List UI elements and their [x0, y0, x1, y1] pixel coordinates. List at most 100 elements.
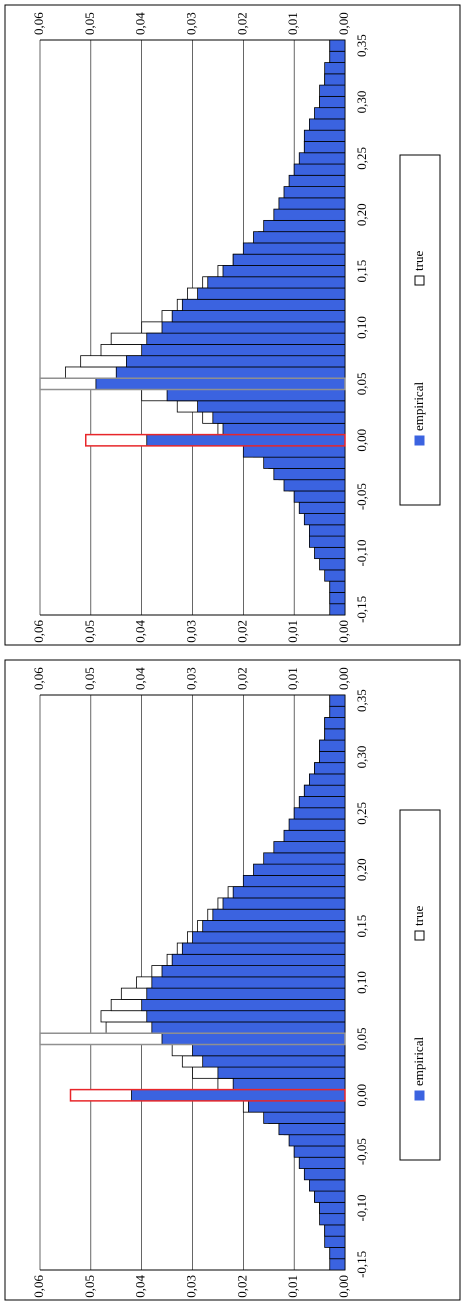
bar	[161, 965, 346, 978]
bar	[329, 592, 346, 605]
x-tick-label: 0,30	[354, 746, 369, 769]
y2-tick-label: 0,01	[285, 667, 300, 690]
bar	[298, 796, 346, 809]
bar	[232, 1077, 346, 1091]
bar	[202, 920, 346, 933]
bar	[253, 863, 346, 876]
bar	[329, 1258, 346, 1271]
highlight-bar	[69, 1088, 346, 1102]
bar	[273, 468, 346, 481]
bar	[309, 773, 346, 786]
bar	[197, 287, 346, 300]
bar	[166, 389, 346, 402]
bar	[242, 874, 346, 888]
y-tick-label: 0,03	[183, 1275, 198, 1298]
bar	[273, 841, 346, 854]
bar	[288, 818, 346, 831]
x-tick-label: -0,10	[354, 539, 369, 566]
y-tick-label: 0,04	[133, 620, 148, 643]
legend-label: true	[411, 251, 426, 271]
x-tick-label: 0,35	[354, 689, 369, 712]
bar	[303, 513, 346, 526]
bar	[141, 999, 346, 1012]
y2-tick-label: 0,02	[234, 12, 249, 35]
bar	[278, 197, 346, 210]
x-tick-label: 0,10	[354, 316, 369, 339]
y2-tick-label: 0,00	[336, 12, 351, 35]
bar	[298, 501, 346, 514]
x-tick-label: 0,15	[354, 915, 369, 938]
bar	[329, 39, 346, 52]
y2-tick-label: 0,01	[285, 12, 300, 35]
bar	[283, 479, 346, 492]
y2-tick-label: 0,05	[82, 667, 97, 690]
bar	[319, 84, 346, 97]
chart: 0,00 0,00 0,01 0,01 0,02 0,02 0,03 0,03 0,04 0,04…	[31, 12, 441, 643]
bar	[314, 546, 346, 560]
bar	[222, 422, 346, 436]
bar	[151, 1021, 346, 1034]
bar	[151, 976, 346, 989]
bar	[217, 1066, 346, 1079]
x-tick-label: 0,20	[354, 858, 369, 881]
bar	[324, 1224, 346, 1237]
bar	[324, 73, 346, 86]
x-tick-label: 0,25	[354, 147, 369, 170]
x-tick-label: 0,35	[354, 34, 369, 57]
bar	[131, 1089, 346, 1102]
x-tick-label: -0,15	[354, 1251, 369, 1278]
bar	[293, 163, 346, 176]
bar	[263, 852, 346, 865]
bar	[202, 1055, 346, 1068]
bar	[242, 242, 346, 255]
bar	[146, 987, 346, 1000]
y-tick-label: 0,05	[82, 1275, 97, 1298]
x-tick-label: 0,25	[354, 802, 369, 825]
x-tick-label: 0,05	[354, 1027, 369, 1050]
bar	[263, 456, 346, 469]
bar	[171, 953, 346, 966]
x-tick-label: -0,15	[354, 596, 369, 623]
x-tick-label: -0,05	[354, 483, 369, 510]
bar	[232, 886, 346, 899]
bar	[324, 569, 346, 582]
legend-swatch	[414, 1090, 425, 1101]
bar	[273, 208, 346, 221]
legend-box	[399, 154, 441, 506]
bar	[303, 141, 346, 154]
y2-tick-label: 0,04	[133, 667, 148, 690]
bar	[309, 118, 346, 131]
y2-tick-label: 0,02	[234, 667, 249, 690]
bar	[181, 298, 346, 311]
y2-tick-label: 0,05	[82, 12, 97, 35]
bar	[192, 931, 346, 944]
bar	[293, 490, 346, 503]
y-tick-label: 0,06	[31, 1275, 46, 1298]
highlight-bar	[39, 1032, 346, 1046]
bar	[319, 1213, 346, 1226]
y2-tick-label: 0,03	[183, 667, 198, 690]
y-tick-label: 0,00	[336, 1275, 351, 1298]
bar	[314, 762, 346, 775]
legend-label: true	[411, 906, 426, 926]
y2-tick-label: 0,00	[336, 667, 351, 690]
bar	[212, 908, 346, 921]
bar	[324, 1235, 346, 1248]
y-tick-label: 0,01	[285, 1275, 300, 1298]
chart: 0,00 0,00 0,01 0,01 0,02 0,02 0,03 0,03 0,04 0,04…	[31, 667, 441, 1298]
bar	[95, 377, 346, 390]
bar	[319, 750, 346, 764]
bar	[303, 129, 346, 142]
bar	[319, 95, 346, 109]
bar	[263, 219, 346, 233]
bar	[212, 411, 346, 424]
bar	[329, 1247, 346, 1260]
y-tick-label: 0,01	[285, 620, 300, 643]
bar	[303, 784, 346, 797]
bar	[146, 434, 346, 447]
y-tick-label: 0,02	[234, 620, 249, 643]
bar	[242, 445, 346, 458]
bar	[248, 1100, 346, 1113]
bar	[232, 253, 346, 266]
